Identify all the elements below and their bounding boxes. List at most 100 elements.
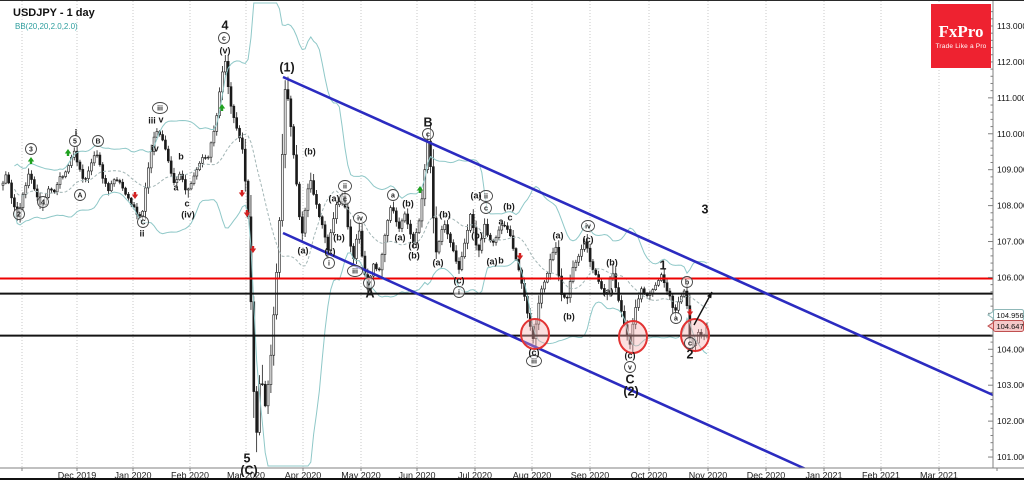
wave-label: (a) bbox=[553, 231, 564, 241]
candle-body bbox=[65, 172, 67, 177]
candle-body bbox=[452, 243, 454, 251]
price-axis-label: 107.000 bbox=[997, 237, 1024, 247]
candle-body bbox=[53, 190, 55, 192]
candle-body bbox=[25, 186, 27, 195]
candle-body bbox=[658, 281, 660, 286]
price-axis-label: 109.000 bbox=[997, 165, 1024, 175]
price-axis-label: 111.000 bbox=[997, 93, 1024, 103]
candle-body bbox=[677, 302, 679, 310]
candle-body bbox=[335, 205, 337, 219]
price-axis-label: 112.000 bbox=[997, 57, 1024, 67]
candle-body bbox=[421, 199, 423, 221]
wave-label: (iv) bbox=[181, 210, 195, 220]
wave-label: (v) bbox=[220, 46, 231, 56]
candle-body bbox=[350, 227, 352, 246]
wave-label: (b) bbox=[471, 231, 483, 241]
candle-body bbox=[464, 243, 466, 257]
candle-body bbox=[407, 214, 409, 224]
wave-label: (c) bbox=[409, 241, 420, 251]
wave-label: b bbox=[178, 152, 184, 162]
wave-label: (b) bbox=[439, 210, 451, 220]
candle-body bbox=[575, 262, 577, 267]
candle-body bbox=[541, 289, 543, 303]
wave-label: i bbox=[75, 128, 78, 138]
candle-body bbox=[125, 188, 127, 194]
highlight-circle bbox=[619, 321, 647, 353]
candle-body bbox=[179, 174, 181, 179]
candle-body bbox=[401, 221, 403, 229]
wave-label: a bbox=[391, 193, 395, 200]
candle-body bbox=[184, 180, 186, 190]
candle-body bbox=[392, 208, 394, 211]
candle-body bbox=[48, 189, 50, 197]
wave-label: i bbox=[458, 290, 460, 297]
candle-body bbox=[563, 295, 565, 298]
wave-label: (c) bbox=[583, 235, 594, 245]
candle-body bbox=[82, 169, 84, 178]
candles-layer bbox=[2, 55, 708, 452]
wave-label: 1 bbox=[660, 259, 667, 273]
wave-label: (c) bbox=[325, 247, 336, 257]
price-axis-label: 110.000 bbox=[997, 129, 1024, 139]
candle-body bbox=[244, 149, 246, 181]
price-axis[interactable]: 113.000112.000111.000110.000109.000108.0… bbox=[988, 1, 1024, 480]
fxpro-wordmark: FxPro bbox=[938, 23, 983, 40]
wave-label: iii bbox=[148, 116, 156, 126]
candle-body bbox=[566, 297, 568, 298]
wave-label: iii bbox=[157, 106, 163, 113]
candle-body bbox=[90, 163, 92, 171]
candle-body bbox=[68, 166, 70, 172]
candle-body bbox=[492, 241, 494, 243]
candle-body bbox=[233, 106, 235, 117]
candle-body bbox=[620, 300, 622, 311]
candle-body bbox=[287, 90, 289, 99]
wave-label: c bbox=[507, 213, 512, 223]
candle-body bbox=[361, 231, 363, 256]
wave-label: c bbox=[343, 197, 347, 204]
wave-label: (a) bbox=[487, 257, 498, 267]
candle-body bbox=[310, 181, 312, 189]
wave-label: c bbox=[688, 341, 692, 348]
indicator-label: BB(20,20,2.0,2.0) bbox=[15, 22, 78, 31]
candle-body bbox=[241, 138, 243, 149]
candle-body bbox=[552, 252, 554, 260]
wave-label: (1) bbox=[279, 61, 294, 75]
candle-body bbox=[313, 181, 315, 195]
highlight-circle bbox=[521, 319, 549, 349]
wave-label: A bbox=[365, 287, 374, 301]
candle-body bbox=[150, 151, 152, 167]
candle-body bbox=[190, 184, 192, 189]
candle-body bbox=[207, 157, 209, 158]
candle-body bbox=[509, 229, 511, 235]
candle-body bbox=[398, 222, 400, 229]
wave-label: iii bbox=[531, 359, 537, 366]
wave-label: a bbox=[674, 316, 678, 323]
candle-body bbox=[79, 162, 81, 169]
wave-label: (b) bbox=[503, 202, 515, 212]
candle-body bbox=[381, 254, 383, 269]
candle-body bbox=[290, 99, 292, 127]
wave-label: (b) bbox=[402, 199, 414, 209]
candle-body bbox=[447, 225, 449, 234]
fxpro-logo: FxPro Trade Like a Pro bbox=[931, 4, 991, 68]
candle-body bbox=[145, 188, 147, 211]
candle-body bbox=[418, 221, 420, 233]
candle-body bbox=[333, 219, 335, 233]
candle-body bbox=[56, 185, 58, 192]
wave-label: v bbox=[628, 365, 632, 372]
symbol-title: USDJPY - 1 day bbox=[13, 7, 95, 19]
candle-body bbox=[355, 239, 357, 258]
candle-body bbox=[119, 181, 121, 183]
candle-body bbox=[441, 230, 443, 242]
candle-body bbox=[615, 274, 617, 288]
candle-body bbox=[555, 247, 557, 252]
candle-body bbox=[127, 194, 129, 198]
wave-label: v bbox=[158, 115, 163, 125]
candle-body bbox=[8, 175, 10, 183]
candle-body bbox=[105, 178, 107, 183]
candle-body bbox=[213, 131, 215, 143]
candle-body bbox=[378, 269, 380, 270]
candle-body bbox=[230, 87, 232, 107]
